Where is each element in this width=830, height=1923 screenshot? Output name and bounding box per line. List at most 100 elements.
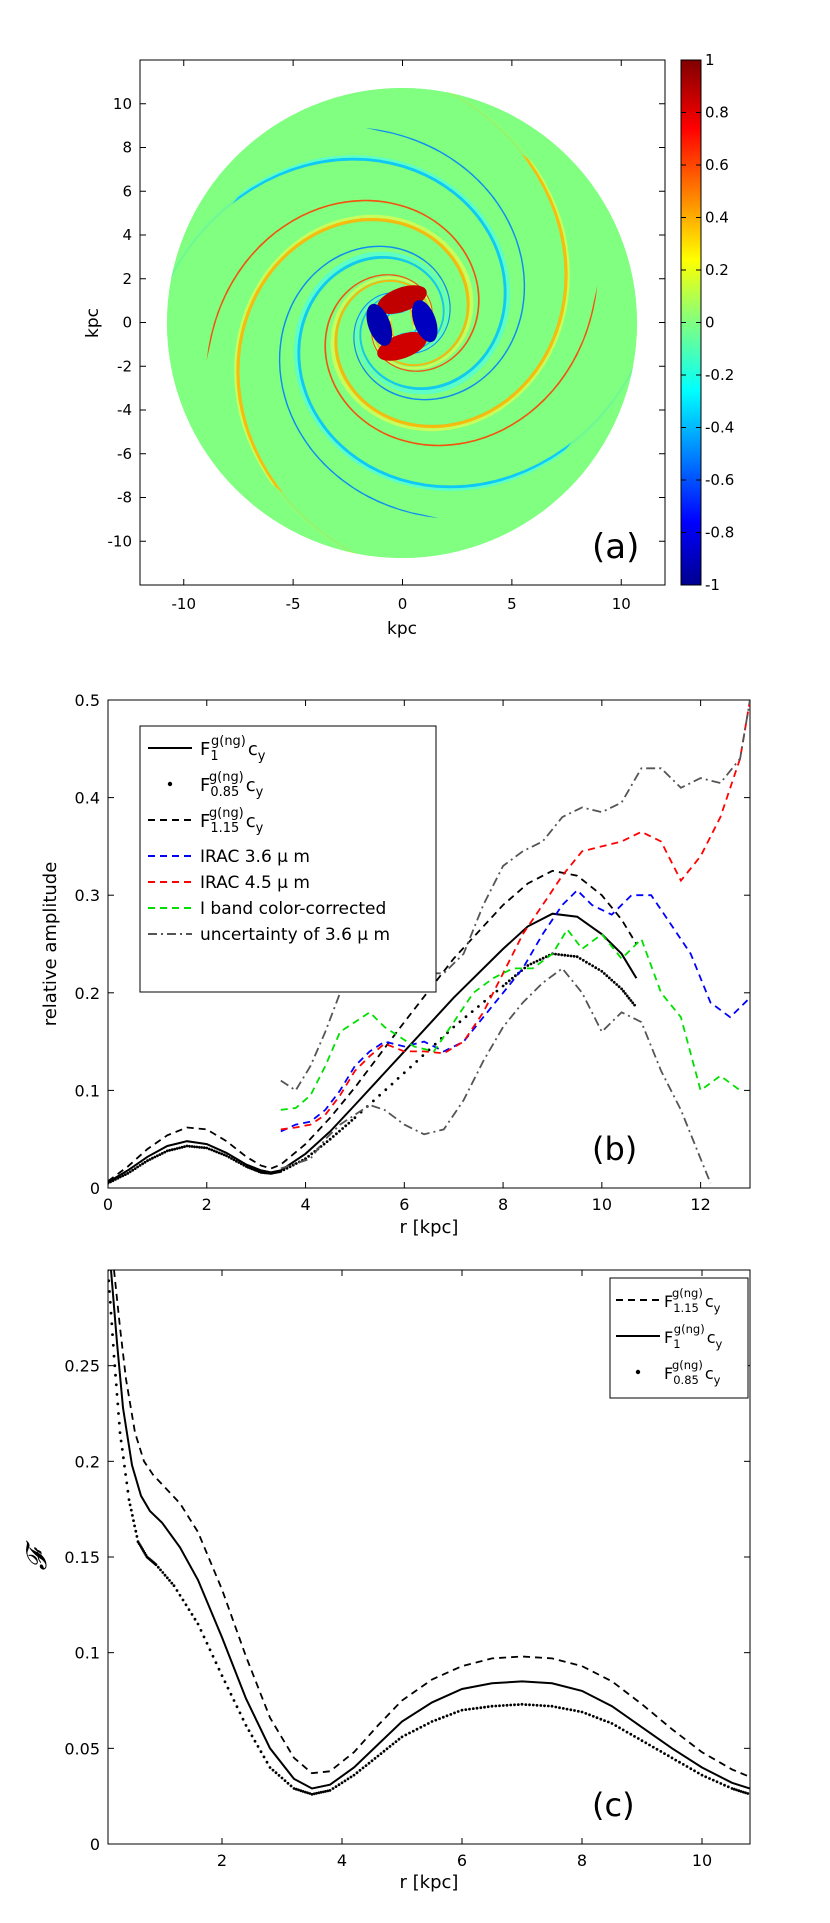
panel-b-xtick-label: 12 <box>690 1195 710 1214</box>
panel-b-series-1-point <box>227 1155 231 1159</box>
panel-c-series-2-point <box>214 1661 218 1665</box>
panel-b-series-1-point <box>572 954 576 958</box>
panel-b-series-1-point <box>178 1146 182 1150</box>
panel-b-series-1-point <box>594 966 598 970</box>
panel-b-series-1-point <box>185 1144 189 1148</box>
panel-c-series-2-point <box>202 1635 206 1639</box>
panel-b-xtick-label: 0 <box>103 1195 113 1214</box>
panel-b-series-1-point <box>195 1145 199 1149</box>
panel-b-legend: F1g(ng) cy F0.85g(ng) cy F1.15g(ng) cy IRAC 3.… <box>139 725 437 993</box>
panel-c-series-2-point <box>397 1737 401 1741</box>
panel-c-series-2-point <box>704 1775 708 1779</box>
panel-c-series-2-point <box>199 1629 203 1632</box>
panel-a-ticks: -10 -5 0 5 10 10 8 6 4 2 0 -2 -4 -6 -8 -10 <box>108 60 665 613</box>
panel-c-series-2-point <box>685 1765 689 1768</box>
panel-c-series-2-point <box>220 1674 224 1677</box>
panel-b-ytick-label: 0.3 <box>75 886 100 905</box>
panel-c-series-2-point <box>126 1489 130 1493</box>
panel-a-xtick-label: 5 <box>507 595 517 613</box>
panel-c-series-2-point <box>651 1745 655 1749</box>
panel-b-series-1-point <box>507 979 511 983</box>
panel-b: 0 2 4 6 8 10 12 0 0.1 0.2 0.3 0.4 0.5 r [kpc] relati… <box>40 691 751 1238</box>
panel-b-series-1-point <box>623 992 627 995</box>
colorbar-ticks: 1 0.8 0.6 0.4 0.2 0 -0.2 -0.4 -0.6 -0.8 -1 <box>681 51 734 594</box>
panel-b-legend-label: IRAC 4.5 μ m <box>200 873 310 893</box>
panel-c-series-2-point <box>404 1733 408 1737</box>
panel-c-series-2-point <box>621 1728 625 1732</box>
panel-c-series-2-point <box>250 1734 254 1738</box>
panel-b-legend-box <box>139 725 437 993</box>
panel-b-series-1-point <box>210 1148 214 1152</box>
panel-b-series-1-point <box>232 1158 236 1162</box>
panel-b-series-1-point <box>627 996 631 1000</box>
panel-c-series-2-point <box>449 1713 453 1716</box>
panel-b-series-1-point <box>118 1175 122 1179</box>
panel-c-series-2-point <box>659 1750 663 1753</box>
panel-b-series-1-point <box>158 1153 162 1156</box>
panel-c-series-2-point <box>456 1710 460 1713</box>
panel-c-series-2-point <box>580 1710 584 1714</box>
panel-c-ticks: 2 4 6 8 10 0 0.05 0.1 0.15 0.2 0.25 <box>64 1270 750 1870</box>
panel-b-series-1-point <box>622 989 625 993</box>
panel-c-series-2-point <box>217 1667 221 1671</box>
colorbar-tick-label: 0 <box>705 314 715 332</box>
panel-c-series-2-point <box>475 1706 479 1710</box>
panel-c-series-2-point <box>123 1464 126 1468</box>
panel-b-series-1-point <box>160 1152 164 1155</box>
panel-a-ytick-label: 4 <box>122 226 132 244</box>
panel-c-series-2-point <box>131 1514 134 1517</box>
panel-c-legend-label: F1.15g(ng) cy <box>664 1286 721 1315</box>
panel-b-ytick-label: 0.1 <box>75 1081 100 1100</box>
panel-c-series-2-point <box>576 1709 580 1713</box>
panel-b-series-1-point <box>504 982 508 985</box>
panel-c-series-2-point <box>133 1524 137 1528</box>
panel-b-series-1-point <box>563 953 567 957</box>
panel-c-series-2-point <box>268 1766 272 1769</box>
panel-c-series-2-point <box>633 1735 636 1738</box>
panel-b-series-1-point <box>421 1054 425 1057</box>
panel-c-series <box>108 1270 750 1796</box>
panel-b-series-1-point <box>617 985 621 989</box>
panel-c-series-2-point <box>129 1508 133 1512</box>
panel-b-series-1-point <box>483 999 486 1003</box>
panel-b-series-1-point <box>116 1176 120 1180</box>
panel-c-series-2-point <box>670 1756 674 1760</box>
disk-edge-fade <box>167 88 637 558</box>
panel-b-series-1-point <box>347 1121 351 1125</box>
panel-b-series-1-point <box>168 1148 172 1152</box>
panel-b-series-1-point <box>569 954 573 958</box>
panel-b-series-0 <box>108 912 638 1183</box>
panel-c-series-2-point <box>516 1703 520 1706</box>
panel-c-series-2-point <box>441 1715 445 1719</box>
panel-c-xtick-label: 10 <box>692 1851 712 1870</box>
panel-c-series-2-point <box>312 1792 316 1796</box>
panel-b-series-1-point <box>242 1163 246 1167</box>
panel-c-ytick-label: 0.1 <box>75 1644 100 1663</box>
panel-b-series-1-point <box>165 1149 169 1153</box>
colorbar-tick-label: -0.6 <box>705 471 734 489</box>
panel-c-ylabel: 𝓕 <box>20 1540 53 1570</box>
colorbar-tick-label: 0.8 <box>705 104 729 122</box>
panel-c-series-2-point <box>247 1729 251 1732</box>
panel-c-series-2-point <box>361 1766 365 1770</box>
panel-c-series-2-point <box>303 1790 307 1794</box>
panel-b-series-1-point <box>198 1145 201 1149</box>
panel-b-xtick-label: 6 <box>399 1195 409 1214</box>
panel-c-series-2-point <box>666 1754 670 1758</box>
panel-c-legend: F1.15g(ng) cy F1g(ng) cy F0.85g(ng) cy <box>609 1277 749 1399</box>
panel-a-ytick-label: -8 <box>117 489 132 507</box>
panel-c-series-2-point <box>430 1720 434 1723</box>
panel-c-series-2-point <box>599 1717 603 1721</box>
panel-c-series-2-point <box>394 1740 398 1743</box>
panel-c-series-2-point <box>120 1448 124 1451</box>
panel-c-series-2-point <box>700 1773 704 1777</box>
panel-c-series-2-point <box>277 1774 281 1777</box>
panel-b-series-1-point <box>207 1147 211 1151</box>
panel-a-xtick-label: -5 <box>286 595 301 613</box>
panel-c-series-2-point <box>168 1579 171 1582</box>
panel-b-series-1-point <box>344 1124 348 1128</box>
panel-a-xtick-label: 0 <box>398 595 408 613</box>
panel-b-series-1-point <box>510 976 514 980</box>
panel-b-legend-label: IRAC 3.6 μ m <box>200 847 310 867</box>
